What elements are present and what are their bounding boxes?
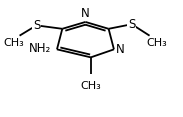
Text: CH₃: CH₃: [80, 81, 101, 91]
Text: N: N: [81, 7, 90, 20]
Text: N: N: [116, 43, 124, 56]
Text: S: S: [128, 18, 135, 31]
Text: S: S: [33, 19, 40, 32]
Text: NH₂: NH₂: [29, 42, 51, 55]
Text: CH₃: CH₃: [3, 38, 24, 48]
Text: CH₃: CH₃: [147, 38, 167, 48]
